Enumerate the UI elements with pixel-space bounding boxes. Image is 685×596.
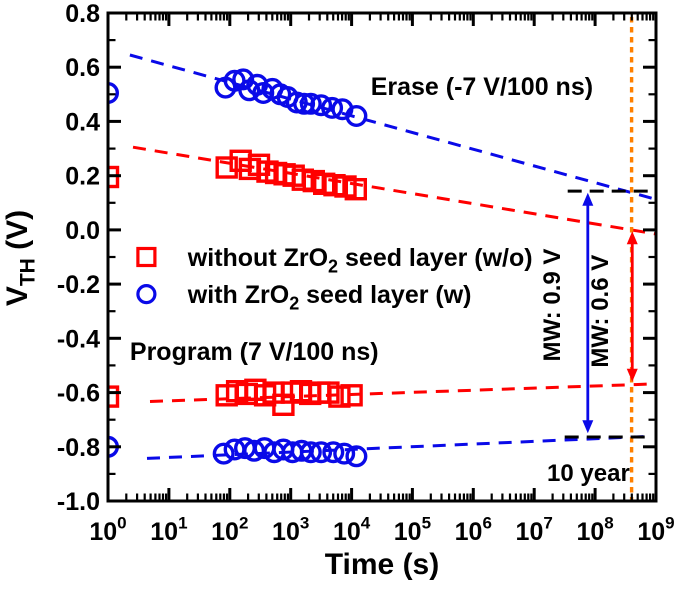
mw-annotation-mw_without: MW: 0.6 V [587,231,638,382]
x-tick-label: 104 [333,513,371,546]
mw-label-mw_without: MW: 0.6 V [587,255,614,368]
legend-label-0: without ZrO2 seed layer (w/o) [187,244,533,276]
data-point-program_with [333,442,356,465]
data-point-program_without [328,385,351,408]
x-tick-label: 101 [150,513,187,546]
data-point-program_without [108,385,120,408]
trend-line-trend_erase_with [129,53,653,200]
y-tick-label: -1.0 [57,488,100,516]
legend-label-1: with ZrO2 seed layer (w) [187,281,472,313]
trend-lines-group [129,53,656,460]
data-point-program_with [322,441,345,464]
x-tick-label: 100 [89,513,126,546]
mw-arrowhead-up [626,231,638,245]
y-tick-label: -0.2 [57,271,100,299]
x-tick-labels-group: 100 101 102 103 104 105 106 107 108 109 [89,513,674,546]
data-point-erase_without [215,156,238,179]
mw-annotation-mw_with: MW: 0.9 V [539,192,594,434]
series-erase_without [108,149,367,201]
x-tick-label: 102 [211,513,248,546]
trend-line-trend_program_with [146,435,646,460]
y-tick-label: 0.2 [65,163,100,191]
y-tick-label: -0.6 [57,380,100,408]
mw-arrowhead-down [582,420,594,434]
data-point-program_with [212,442,235,465]
trend-line-trend_erase_without [132,145,656,236]
y-tick-labels-group: 0.8 0.6 0.4 0.2 0.0 -0.2 -0.4 -0.6 -0.8 -1.0 [57,0,100,516]
mw-arrowhead-down [626,368,638,382]
x-tick-label: 106 [455,513,492,546]
legend-marker-square [136,246,157,268]
annotation-erase-condition: Erase (-7 V/100 ns) [371,73,593,101]
data-point-program_with [310,441,333,464]
data-point-erase_with [232,68,255,91]
y-tick-label: 0.6 [65,54,100,82]
x-tick-label: 107 [516,513,553,546]
ten-year-label: 10 year [547,460,630,487]
annotation-program-condition: Program (7 V/100 ns) [130,338,379,366]
data-point-erase_with [299,92,322,115]
x-tick-label: 105 [394,513,431,546]
legend-group: without ZrO2 seed layer (w/o) with ZrO2 s… [136,244,533,313]
data-point-erase_without [344,177,367,201]
y-tick-label: -0.8 [57,434,100,462]
y-axis-title: VTH (V) [1,210,39,306]
data-point-erase_with [108,82,119,104]
y-tick-label: 0.8 [65,0,100,28]
mw-arrowhead-up [582,192,594,206]
x-tick-label: 108 [576,513,613,546]
y-tick-label: -0.4 [57,325,100,353]
data-point-erase_with [345,104,368,127]
series-program_with [108,435,368,468]
data-point-erase_with [321,96,344,119]
series-erase_with [108,68,368,127]
data-point-erase_with [310,94,333,117]
y-tick-label: 0.0 [65,217,100,245]
x-tick-label: 109 [637,513,674,546]
x-tick-label: 103 [272,513,309,546]
y-tick-label: 0.4 [65,108,100,136]
axis-ticks-group [106,11,658,503]
data-point-program_without [340,384,363,407]
x-axis-title: Time (s) [325,548,439,581]
legend-marker-circle [136,284,157,305]
data-point-program_with [345,445,368,468]
trend-line-trend_program_without [149,382,655,403]
mw-label-mw_with: MW: 0.9 V [539,249,566,362]
series-program_without [108,378,363,416]
data-point-program_with [299,441,322,464]
